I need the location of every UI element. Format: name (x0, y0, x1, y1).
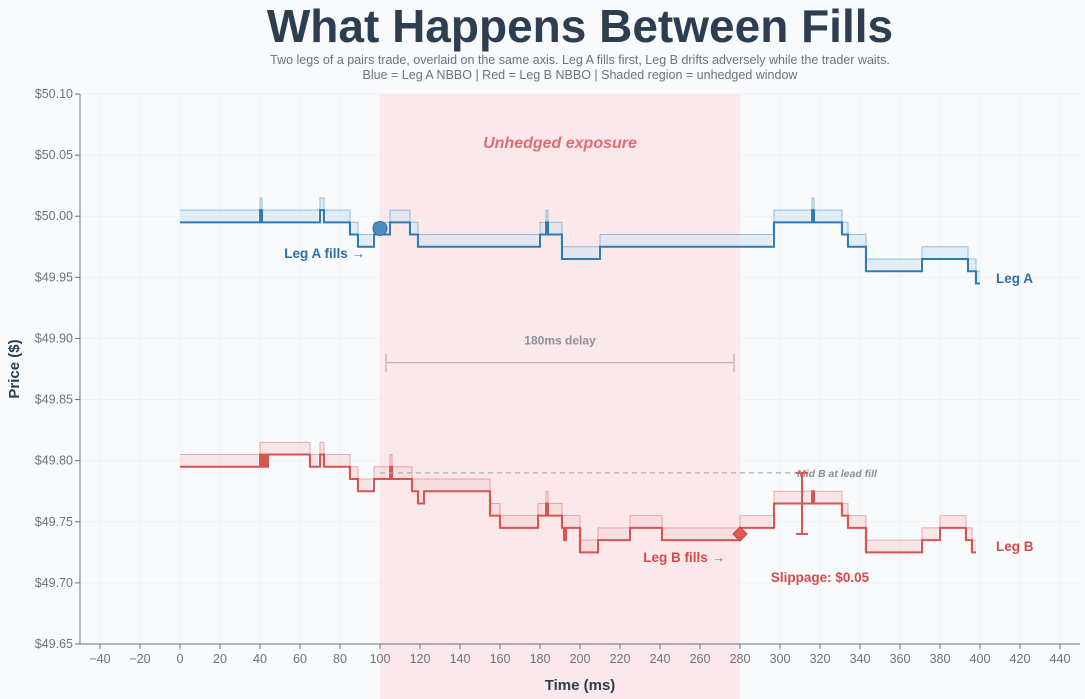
x-tick-label: 20 (213, 652, 227, 666)
annotations-layer: Unhedged exposure Leg A fills → Leg A 180ms… (284, 135, 1034, 585)
x-tick-label: 180 (530, 652, 551, 666)
x-tick-label: 200 (570, 652, 591, 666)
series-layer (180, 197, 980, 554)
leg-a-bid-line (180, 209, 980, 285)
y-tick-label: $50.00 (35, 209, 73, 223)
x-tick-label: −40 (89, 652, 110, 666)
leg-a-end-label: Leg A (996, 271, 1033, 286)
leg-b-fill-marker (732, 526, 748, 542)
x-tick-label: 400 (970, 652, 991, 666)
unhedged-exposure-label: Unhedged exposure (483, 135, 637, 152)
x-tick-label: 60 (293, 652, 307, 666)
y-tick-label: $49.75 (35, 515, 73, 529)
x-axis-label: Time (ms) (545, 677, 616, 694)
x-tick-label: 160 (490, 652, 511, 666)
leg-a-fill-label: Leg A fills → (284, 246, 365, 261)
leg-a-fill-marker (372, 220, 388, 236)
chart-subtitle-line-1: Two legs of a pairs trade, overlaid on t… (270, 53, 890, 67)
leg-b-ask-line (180, 441, 976, 541)
delay-label: 180ms delay (524, 334, 596, 348)
axes: −40 −20 0 20 40 60 80 100 120 140 160 180 200 220 240 2… (35, 87, 1080, 666)
y-tick-label: $49.80 (35, 454, 73, 468)
x-tick-label: −20 (129, 652, 150, 666)
leg-a-spread-band (180, 197, 980, 284)
x-tick-label: 220 (610, 652, 631, 666)
slippage-label: Slippage: $0.05 (771, 570, 870, 585)
x-tick-label: 140 (450, 652, 471, 666)
x-tick-label: 40 (253, 652, 267, 666)
x-tick-label: 100 (370, 652, 391, 666)
x-tick-label: 240 (650, 652, 671, 666)
x-tick-label: 120 (410, 652, 431, 666)
y-tick-label: $49.90 (35, 331, 73, 345)
y-tick-label: $50.05 (35, 148, 73, 162)
leg-b-bid-line (180, 453, 976, 554)
x-tick-label: 440 (1050, 652, 1071, 666)
x-tick-label: 380 (930, 652, 951, 666)
chart-subtitle-line-2: Blue = Leg A NBBO | Red = Leg B NBBO | S… (363, 68, 799, 82)
unhedged-window (380, 94, 740, 699)
x-tick-label: 420 (1010, 652, 1031, 666)
leg-b-fill-label: Leg B fills → (643, 550, 725, 565)
x-tick-label: 360 (890, 652, 911, 666)
y-tick-label: $49.70 (35, 576, 73, 590)
x-tick-label: 340 (850, 652, 871, 666)
x-tick-label: 280 (730, 652, 751, 666)
x-tick-label: 260 (690, 652, 711, 666)
x-tick-label: 80 (333, 652, 347, 666)
y-tick-label: $49.85 (35, 393, 73, 407)
chart-title: What Happens Between Fills (267, 0, 893, 52)
x-tick-label: 0 (177, 652, 184, 666)
y-tick-label: $49.95 (35, 270, 73, 284)
x-tick-label: 300 (770, 652, 791, 666)
leg-b-spread-band (180, 442, 976, 553)
leg-a-ask-line (180, 197, 980, 272)
leg-b-end-label: Leg B (996, 539, 1034, 554)
y-tick-label: $49.65 (35, 637, 73, 651)
mid-b-reference-label: Mid B at lead fill (797, 468, 878, 480)
x-tick-label: 320 (810, 652, 831, 666)
y-axis-label: Price ($) (6, 339, 23, 398)
y-tick-label: $50.10 (35, 87, 73, 101)
